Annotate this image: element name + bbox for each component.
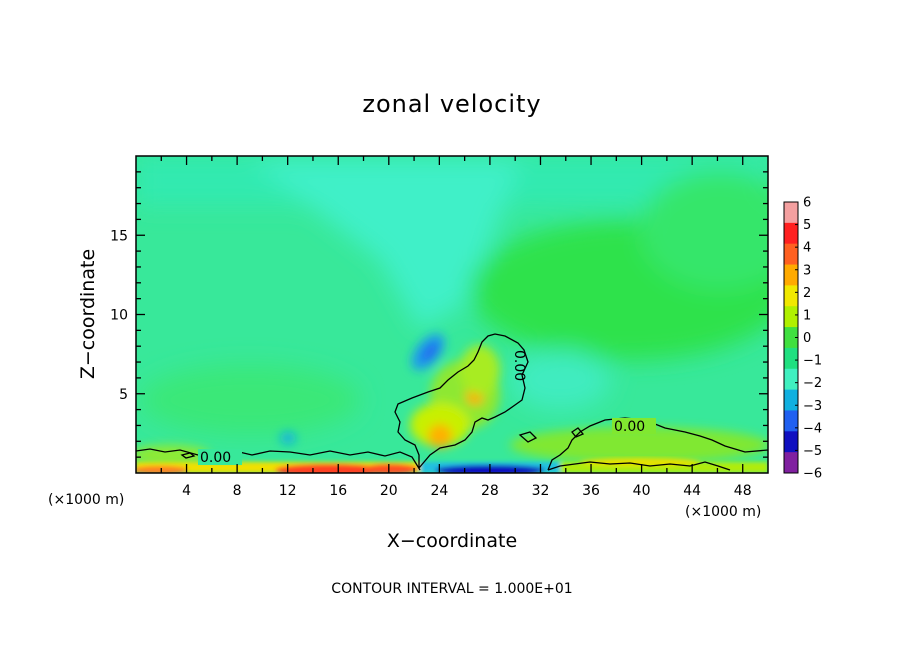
x-tick-label: 20 bbox=[380, 483, 398, 499]
colorbar-tick-label: 6 bbox=[803, 196, 811, 211]
colorbar-tick-label: −1 bbox=[803, 354, 822, 369]
colorbar-tick-label: −3 bbox=[803, 399, 822, 414]
colorbar-segment bbox=[784, 285, 798, 307]
contour-label: 0.00 bbox=[614, 419, 645, 435]
colorbar-tick-label: 5 bbox=[803, 218, 811, 233]
colorbar-segment bbox=[784, 368, 798, 391]
x-tick-label: 48 bbox=[734, 483, 752, 499]
colorbar-tick-label: 4 bbox=[803, 241, 811, 256]
colorbar-segment bbox=[784, 222, 798, 245]
colorbar-tick-label: 1 bbox=[803, 308, 811, 323]
colorbar-segment bbox=[784, 243, 798, 266]
x-tick-label: 16 bbox=[329, 483, 347, 499]
y-axis: 5 10 15 bbox=[110, 171, 768, 458]
colorbar: 6 5 4 3 2 1 0 −1 −2 −3 −4 −5 −6 bbox=[783, 196, 822, 482]
x-axis-label: X−coordinate bbox=[387, 530, 517, 552]
colorbar-segment bbox=[784, 264, 798, 286]
colorbar-tick-label: −2 bbox=[803, 376, 822, 391]
colorbar-segment bbox=[784, 431, 798, 453]
colorbar-tick-label: −4 bbox=[803, 421, 822, 436]
x-tick-label: 24 bbox=[430, 483, 448, 499]
contour-labels: 0.00 0.00 0.00 bbox=[198, 350, 656, 466]
contour-interval-note: CONTOUR INTERVAL = 1.000E+01 bbox=[331, 581, 572, 597]
x-tick-label: 28 bbox=[481, 483, 499, 499]
x-tick-label: 4 bbox=[182, 483, 191, 499]
contour-label: 0.00 bbox=[511, 350, 527, 381]
colorbar-tick-label: 3 bbox=[803, 263, 811, 278]
x-tick-label: 8 bbox=[233, 483, 242, 499]
x-tick-label: 40 bbox=[633, 483, 651, 499]
colorbar-segment bbox=[784, 327, 798, 349]
x-tick-label: 36 bbox=[582, 483, 600, 499]
heatmap-field bbox=[136, 156, 768, 473]
colorbar-segment bbox=[784, 410, 798, 432]
colorbar-tick-label: −5 bbox=[803, 444, 822, 459]
x-tick-label: 32 bbox=[532, 483, 550, 499]
y-tick-label: 5 bbox=[119, 387, 128, 403]
chart-title: zonal velocity bbox=[362, 90, 541, 118]
x-unit-right: (×1000 m) bbox=[685, 504, 761, 520]
y-tick-label: 15 bbox=[110, 228, 128, 244]
colorbar-segment bbox=[784, 452, 798, 474]
y-tick-label: 10 bbox=[110, 308, 128, 324]
colorbar-segment bbox=[784, 389, 798, 411]
x-unit-left: (×1000 m) bbox=[48, 492, 124, 508]
colorbar-tick-label: 0 bbox=[803, 331, 811, 346]
x-tick-label: 12 bbox=[279, 483, 297, 499]
contour-label: 0.00 bbox=[200, 450, 231, 466]
y-axis-label: Z−coordinate bbox=[77, 249, 99, 379]
colorbar-tick-label: 2 bbox=[803, 286, 811, 301]
colorbar-segment bbox=[784, 347, 798, 370]
colorbar-tick-label: −6 bbox=[803, 467, 822, 482]
colorbar-segment bbox=[784, 202, 798, 224]
x-axis: 4 8 12 16 20 24 28 32 36 40 44 48 bbox=[160, 156, 752, 499]
x-tick-label: 44 bbox=[683, 483, 701, 499]
colorbar-segment bbox=[784, 306, 798, 328]
